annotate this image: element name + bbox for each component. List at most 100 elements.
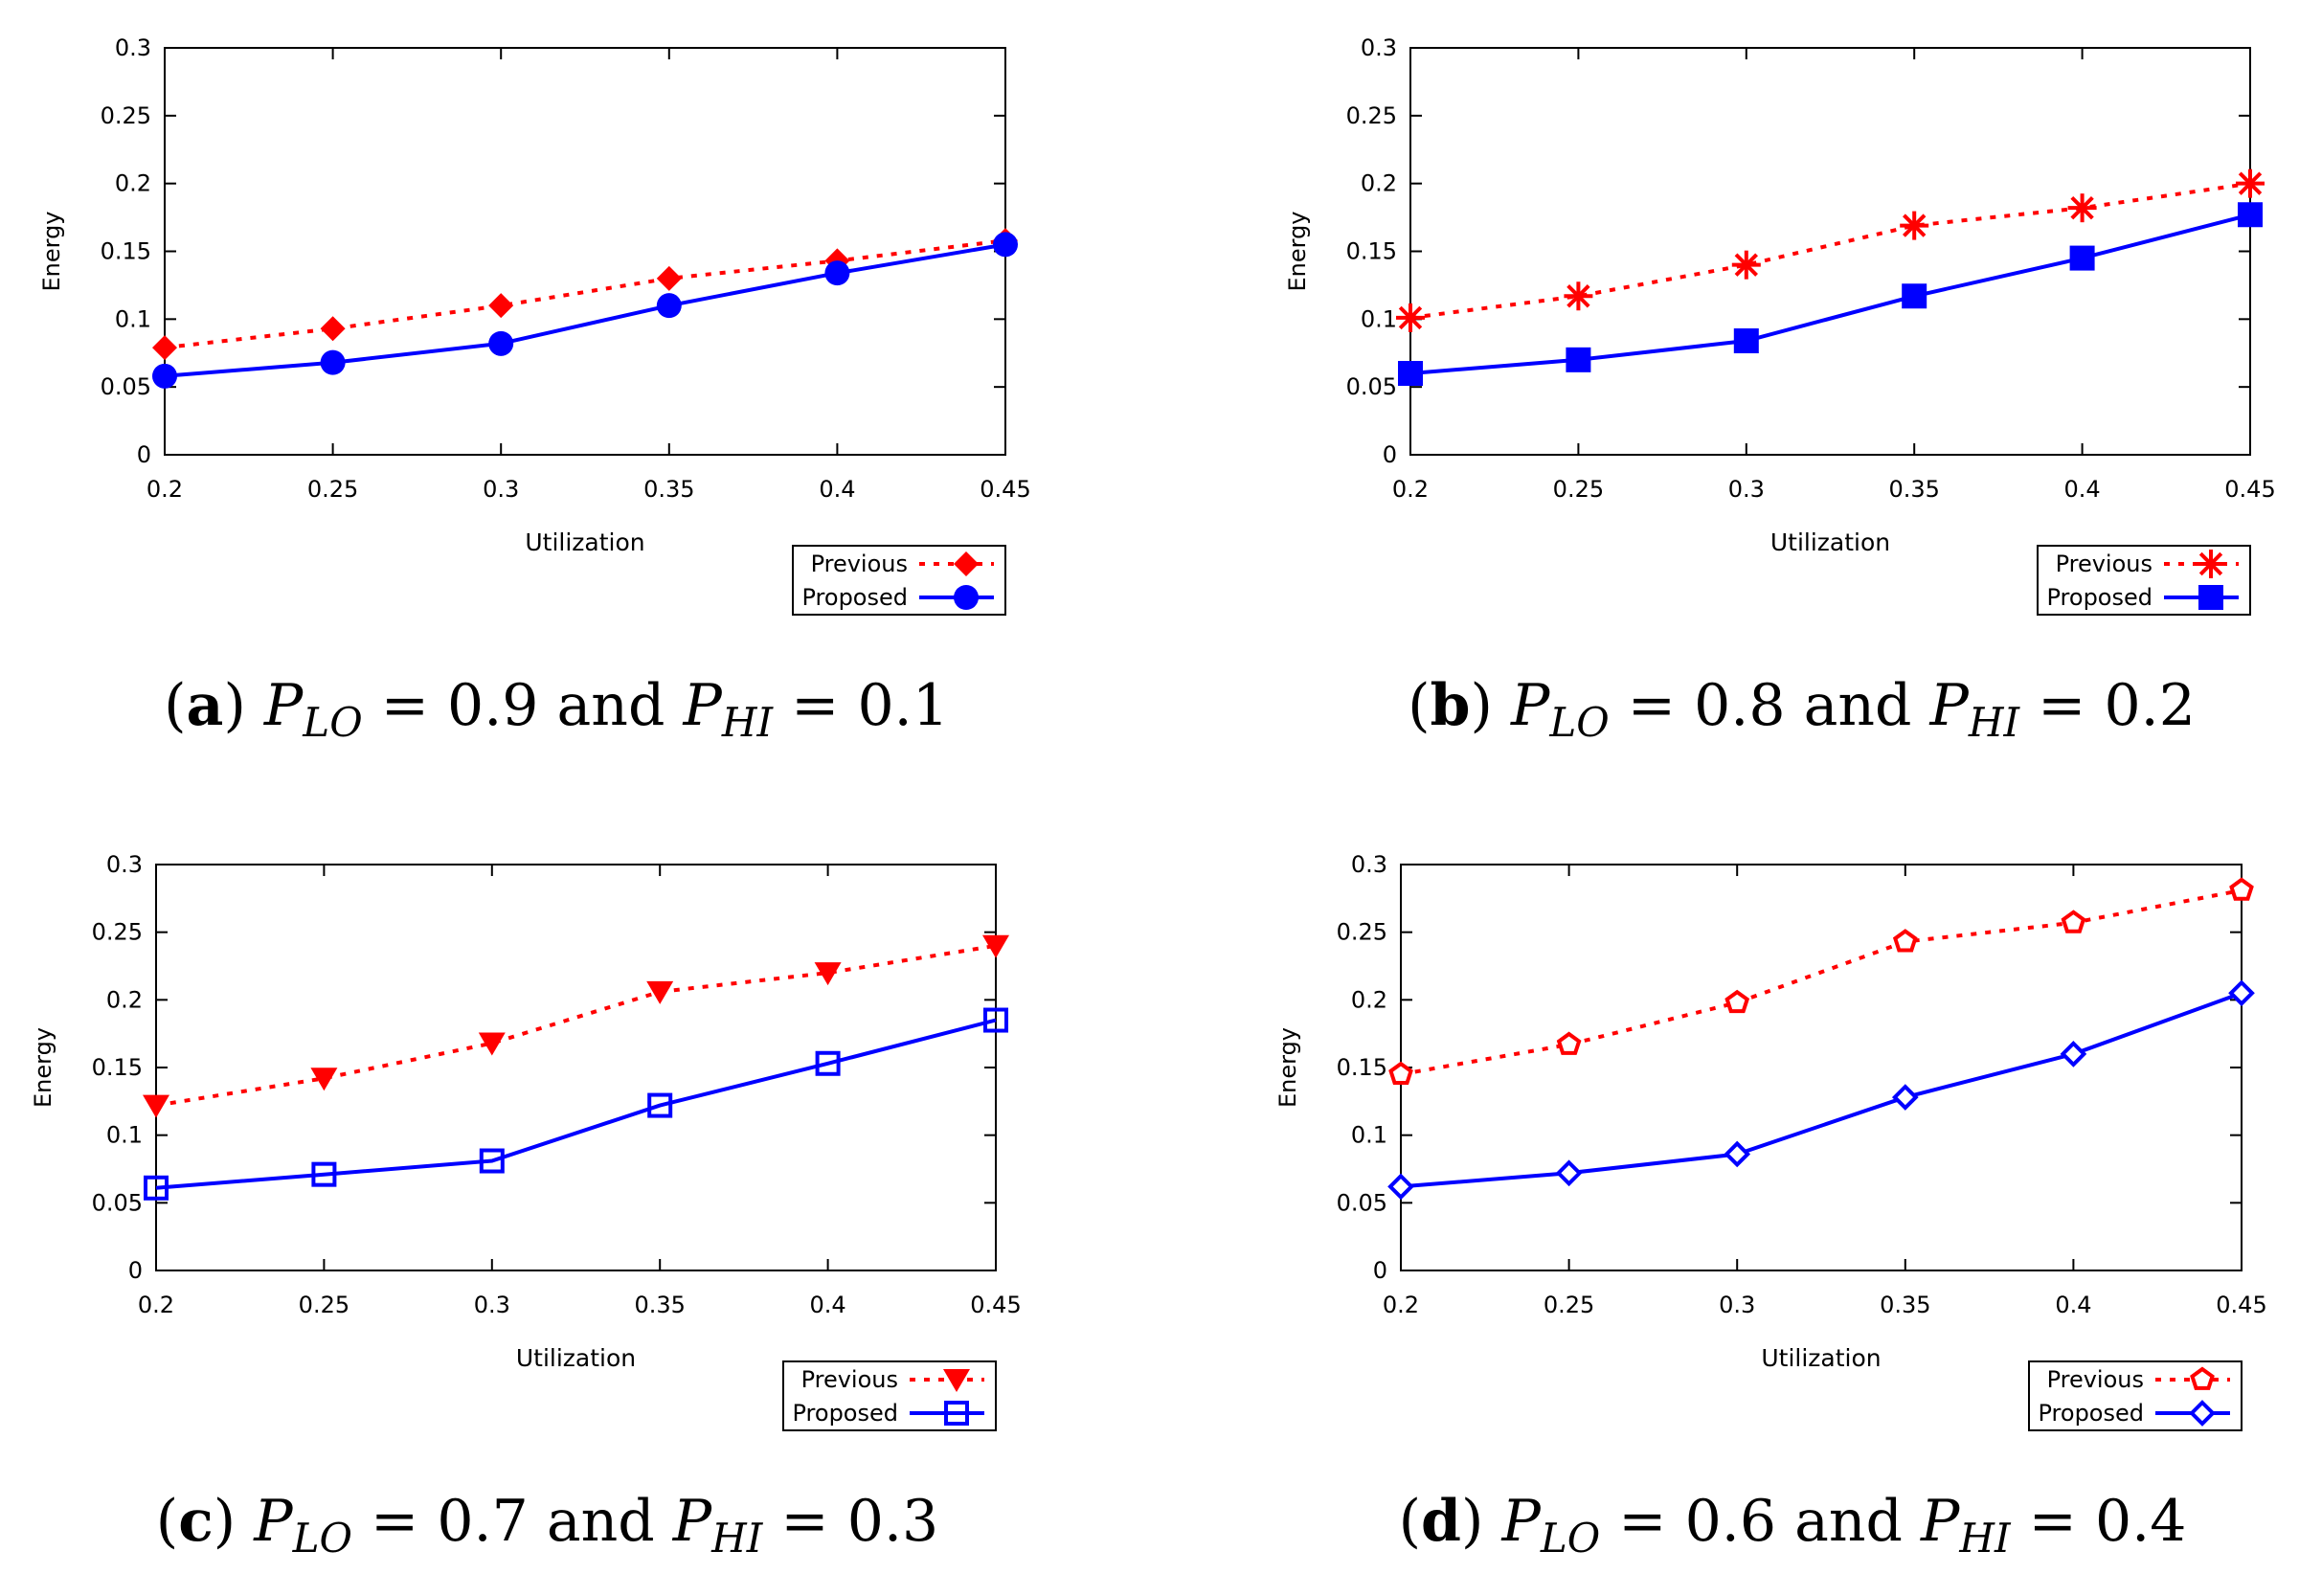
chart-d: 0 0.05 0.1 0.15 0.2 0.25 0.3 0.2 0.25 0.3 0.35 0.4 0… (1274, 851, 2267, 1562)
legend: Previous Proposed (782, 1360, 997, 1431)
legend-marker (2198, 585, 2223, 610)
data-point (1566, 347, 1591, 372)
data-point (1891, 1084, 1919, 1111)
legend: Previous Proposed (2037, 545, 2251, 616)
y-tick-label: 0.3 (106, 851, 143, 878)
x-tick-label: 0.3 (474, 1292, 510, 1318)
chart-b: 0 0.05 0.1 0.15 0.2 0.25 0.3 0.2 0.25 0.3 0.35 0.4 0… (1284, 34, 2276, 746)
x-axis-label: Utilization (525, 528, 644, 556)
data-point (144, 1175, 169, 1201)
x-axis-label: Utilization (516, 1344, 636, 1372)
y-tick-label: 0.2 (1361, 170, 1397, 197)
data-point (2228, 979, 2255, 1007)
data-point (143, 1094, 169, 1118)
legend-label: Previous (2047, 1366, 2144, 1393)
x-tick-label: 0.3 (1728, 476, 1765, 503)
legend-marker (944, 1401, 969, 1426)
data-point (320, 349, 346, 375)
caption: (d) PLO = 0.6 and PHI = 0.4 (1399, 1488, 2187, 1562)
y-tick-label: 0.05 (1346, 373, 1397, 400)
y-tick-label: 0.1 (106, 1122, 143, 1149)
legend-marker (943, 1369, 970, 1392)
y-tick-label: 0.15 (1346, 238, 1397, 265)
series-line-proposed (1409, 213, 2251, 375)
y-tick-label: 0 (1383, 441, 1397, 468)
data-point (152, 335, 177, 361)
x-tick-label: 0.2 (138, 1292, 174, 1318)
y-tick-label: 0.3 (115, 34, 151, 61)
x-axis-label: Utilization (1761, 1344, 1881, 1372)
y-tick-label: 0.25 (92, 919, 143, 946)
plot-area (1400, 864, 2243, 1271)
data-point (1396, 303, 1425, 332)
x-tick-label: 0.4 (810, 1292, 846, 1318)
x-tick-label: 0.45 (2224, 476, 2275, 503)
legend-label: Proposed (802, 584, 909, 611)
series-previous (152, 228, 1018, 361)
data-point (2067, 193, 2097, 223)
legend-marker (954, 585, 979, 610)
legend-label: Proposed (2039, 1400, 2145, 1427)
plot-area (155, 864, 997, 1271)
data-point (320, 316, 346, 342)
data-point (983, 1007, 1008, 1033)
legend-label: Previous (2056, 551, 2152, 577)
x-tick-label: 0.3 (1719, 1292, 1755, 1318)
data-point (1555, 1159, 1583, 1187)
series-line-proposed (155, 1018, 997, 1190)
series-previous (143, 934, 1009, 1118)
x-tick-label: 0.2 (1383, 1292, 1419, 1318)
x-tick-label: 0.25 (1544, 1292, 1594, 1318)
data-point (2236, 169, 2265, 198)
y-tick-label: 0.25 (101, 102, 151, 129)
data-point (1388, 1061, 1413, 1085)
x-tick-label: 0.45 (2216, 1292, 2266, 1318)
x-tick-label: 0.45 (980, 476, 1030, 503)
y-axis-label: Energy (1284, 211, 1311, 291)
data-point (1892, 929, 1918, 953)
y-axis-label: Energy (1274, 1027, 1301, 1108)
data-point (2061, 910, 2086, 933)
data-point (993, 232, 1018, 258)
data-point (647, 1092, 673, 1118)
legend-label: Proposed (793, 1400, 899, 1427)
caption: (a) PLO = 0.9 and PHI = 0.1 (164, 672, 949, 746)
data-point (646, 980, 674, 1004)
series-line-previous (155, 943, 997, 1108)
legend-label: Previous (801, 1366, 898, 1393)
data-point (815, 1050, 841, 1076)
data-point (478, 1032, 506, 1056)
data-point (1564, 281, 1593, 311)
y-tick-label: 0.1 (1361, 305, 1397, 332)
y-tick-label: 0.05 (92, 1189, 143, 1216)
y-tick-label: 0.05 (1337, 1189, 1387, 1216)
data-point (2060, 1041, 2087, 1068)
data-point (656, 293, 682, 319)
series-previous (1396, 169, 2265, 332)
legend-marker (954, 551, 979, 576)
data-point (1902, 283, 1927, 309)
data-point (2238, 202, 2263, 228)
x-tick-label: 0.2 (147, 476, 183, 503)
data-point (488, 293, 514, 319)
plot-area (1409, 47, 2251, 456)
data-point (814, 962, 842, 986)
x-tick-label: 0.25 (299, 1292, 349, 1318)
x-tick-label: 0.4 (819, 476, 855, 503)
chart-a: 0 0.05 0.1 0.15 0.2 0.25 0.3 0.2 0.25 0.3 0.35 0.4 0… (38, 34, 1031, 746)
data-point (1556, 1031, 1582, 1055)
data-point (1387, 1173, 1414, 1201)
series-line-previous (1400, 888, 2243, 1077)
caption: (b) PLO = 0.8 and PHI = 0.2 (1408, 672, 2196, 746)
series-previous (1388, 877, 2254, 1085)
y-tick-label: 0.15 (92, 1054, 143, 1081)
series-line-proposed (164, 242, 1006, 378)
y-tick-label: 0.2 (106, 986, 143, 1013)
data-point (479, 1148, 505, 1174)
x-tick-label: 0.25 (307, 476, 358, 503)
y-tick-label: 0.25 (1337, 919, 1387, 946)
series-proposed (1398, 202, 2263, 386)
legend-marker (2190, 1366, 2215, 1390)
data-point (310, 1068, 338, 1091)
